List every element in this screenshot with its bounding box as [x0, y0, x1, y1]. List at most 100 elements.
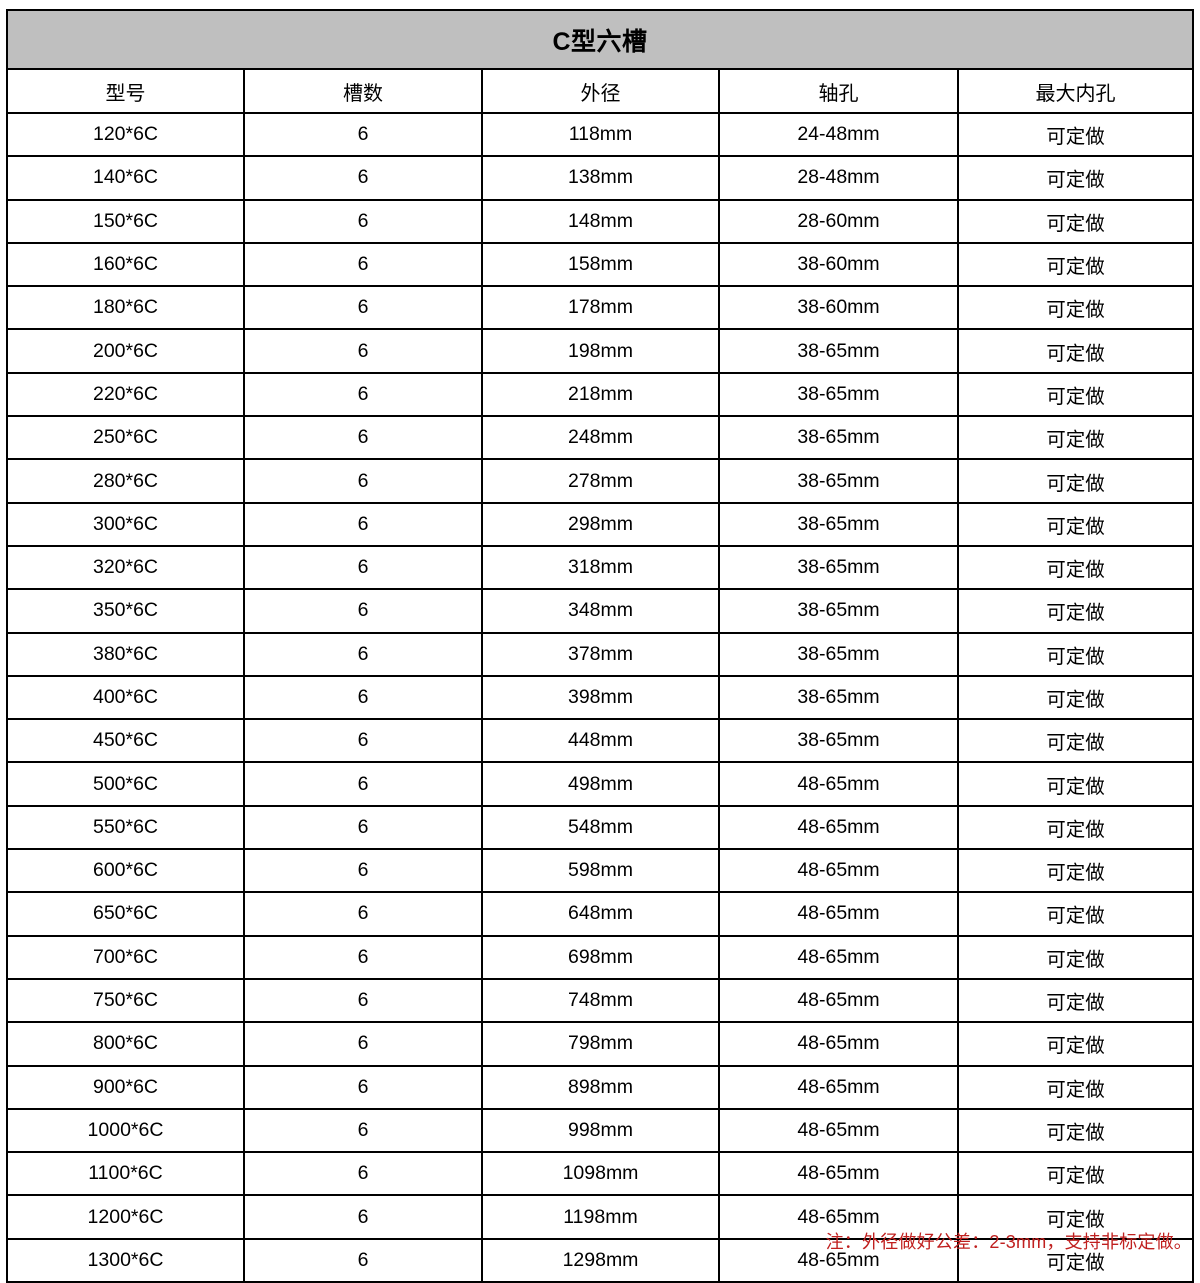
cell-outer-diameter: 378mm [481, 631, 720, 677]
cell-model: 280*6C [6, 458, 245, 504]
cell-model: 350*6C [6, 588, 245, 634]
table-row: 280*6C 6 278mm 38-65mm 可定做 [6, 458, 1195, 504]
cell-model: 250*6C [6, 415, 245, 461]
cell-bore: 38-65mm [718, 588, 959, 634]
cell-max-bore: 可定做 [956, 285, 1195, 331]
cell-bore: 48-65mm [718, 761, 959, 807]
cell-outer-diameter: 748mm [481, 977, 720, 1024]
column-header-bore: 轴孔 [718, 68, 959, 114]
cell-outer-diameter: 248mm [481, 415, 720, 461]
cell-grooves: 6 [243, 674, 483, 721]
cell-max-bore: 可定做 [956, 1064, 1195, 1110]
cell-grooves: 6 [243, 111, 483, 158]
spec-table: C型六槽 型号 槽数 外径 轴孔 最大内孔 120*6C 6 118mm 24-48m… [5, 9, 1195, 1283]
cell-model: 120*6C [6, 111, 245, 158]
cell-model: 450*6C [6, 718, 245, 764]
table-row: 180*6C 6 178mm 38-60mm 可定做 [6, 285, 1195, 331]
cell-grooves: 6 [243, 458, 483, 504]
cell-bore: 38-65mm [718, 371, 959, 418]
cell-grooves: 6 [243, 501, 483, 547]
table-title: C型六槽 [5, 9, 1195, 70]
cell-grooves: 6 [243, 761, 483, 807]
cell-grooves: 6 [243, 544, 483, 591]
cell-model: 550*6C [6, 804, 245, 851]
cell-max-bore: 可定做 [956, 241, 1195, 288]
cell-outer-diameter: 198mm [481, 328, 720, 374]
cell-bore: 48-65mm [718, 848, 959, 894]
cell-outer-diameter: 158mm [481, 241, 720, 288]
cell-bore: 38-65mm [718, 631, 959, 677]
table-row: 500*6C 6 498mm 48-65mm 可定做 [6, 761, 1195, 807]
table-row: 450*6C 6 448mm 38-65mm 可定做 [6, 718, 1195, 764]
table-row: 150*6C 6 148mm 28-60mm 可定做 [6, 198, 1195, 244]
cell-grooves: 6 [243, 804, 483, 851]
table-row: 800*6C 6 798mm 48-65mm 可定做 [6, 1021, 1195, 1067]
cell-grooves: 6 [243, 1021, 483, 1067]
table-row: 380*6C 6 378mm 38-65mm 可定做 [6, 631, 1195, 677]
spec-sheet-page: C型六槽 型号 槽数 外径 轴孔 最大内孔 120*6C 6 118mm 24-48m… [5, 9, 1195, 1283]
table-row: 650*6C 6 648mm 48-65mm 可定做 [6, 891, 1195, 937]
cell-bore: 38-65mm [718, 415, 959, 461]
cell-max-bore: 可定做 [956, 501, 1195, 547]
cell-grooves: 6 [243, 198, 483, 244]
cell-grooves: 6 [243, 328, 483, 374]
cell-grooves: 6 [243, 848, 483, 894]
cell-grooves: 6 [243, 718, 483, 764]
cell-grooves: 6 [243, 241, 483, 288]
table-body: 120*6C 6 118mm 24-48mm 可定做 140*6C 6 138mm 28-48m… [6, 111, 1195, 1283]
cell-model: 500*6C [6, 761, 245, 807]
table-title-row: C型六槽 [5, 9, 1195, 70]
cell-bore: 48-65mm [718, 891, 959, 937]
footnote-text: 注：外径做好公差：2-3mm，支持非标定做。 [825, 1232, 1192, 1252]
table-row: 120*6C 6 118mm 24-48mm 可定做 [6, 111, 1195, 158]
cell-model: 750*6C [6, 977, 245, 1024]
cell-max-bore: 可定做 [956, 934, 1195, 980]
column-header-outer-diameter: 外径 [481, 68, 720, 114]
cell-outer-diameter: 498mm [481, 761, 720, 807]
cell-outer-diameter: 998mm [481, 1107, 720, 1154]
cell-outer-diameter: 548mm [481, 804, 720, 851]
cell-grooves: 6 [243, 1064, 483, 1110]
cell-bore: 38-60mm [718, 241, 959, 288]
table-row: 250*6C 6 248mm 38-65mm 可定做 [6, 415, 1195, 461]
cell-bore: 48-65mm [718, 977, 959, 1024]
cell-outer-diameter: 448mm [481, 718, 720, 764]
cell-grooves: 6 [243, 415, 483, 461]
column-header-max-bore: 最大内孔 [956, 68, 1195, 114]
cell-outer-diameter: 1298mm [481, 1237, 720, 1283]
table-row: 350*6C 6 348mm 38-65mm 可定做 [6, 588, 1195, 634]
cell-model: 1300*6C [6, 1237, 245, 1283]
cell-max-bore: 可定做 [956, 804, 1195, 851]
cell-grooves: 6 [243, 285, 483, 331]
cell-max-bore: 可定做 [956, 631, 1195, 677]
cell-model: 1200*6C [6, 1194, 245, 1240]
cell-max-bore: 可定做 [956, 718, 1195, 764]
cell-grooves: 6 [243, 977, 483, 1024]
table-row: 200*6C 6 198mm 38-65mm 可定做 [6, 328, 1195, 374]
column-header-model: 型号 [6, 68, 245, 114]
cell-max-bore: 可定做 [956, 328, 1195, 374]
table-row: 600*6C 6 598mm 48-65mm 可定做 [6, 848, 1195, 894]
column-header-grooves: 槽数 [243, 68, 483, 114]
table-row: 1200*6C 6 1198mm 48-65mm 可定做 [6, 1194, 1195, 1240]
table-row: 160*6C 6 158mm 38-60mm 可定做 [6, 241, 1195, 288]
cell-max-bore: 可定做 [956, 977, 1195, 1024]
cell-model: 900*6C [6, 1064, 245, 1110]
cell-model: 800*6C [6, 1021, 245, 1067]
cell-outer-diameter: 1198mm [481, 1194, 720, 1240]
cell-outer-diameter: 148mm [481, 198, 720, 244]
cell-outer-diameter: 278mm [481, 458, 720, 504]
cell-bore: 38-65mm [718, 674, 959, 721]
table-row: 750*6C 6 748mm 48-65mm 可定做 [6, 977, 1195, 1024]
cell-max-bore: 可定做 [956, 891, 1195, 937]
cell-max-bore: 可定做 [956, 1021, 1195, 1067]
table-row: 550*6C 6 548mm 48-65mm 可定做 [6, 804, 1195, 851]
cell-bore: 38-65mm [718, 328, 959, 374]
cell-outer-diameter: 898mm [481, 1064, 720, 1110]
cell-bore: 48-65mm [718, 934, 959, 980]
cell-outer-diameter: 648mm [481, 891, 720, 937]
cell-bore: 28-48mm [718, 155, 959, 201]
cell-model: 180*6C [6, 285, 245, 331]
cell-bore: 48-65mm [718, 1107, 959, 1154]
cell-outer-diameter: 1098mm [481, 1151, 720, 1197]
